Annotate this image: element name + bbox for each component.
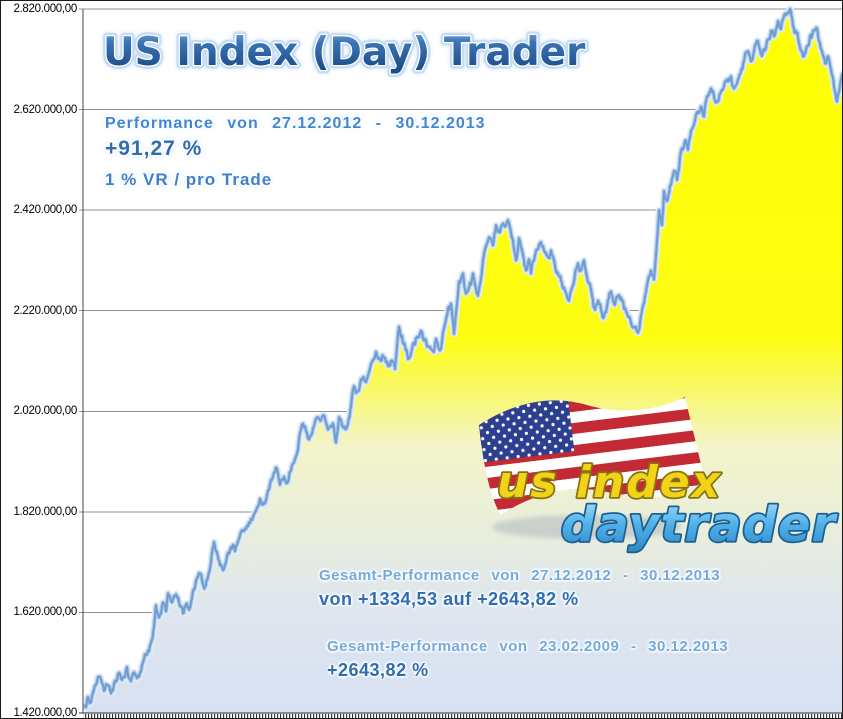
page-title-halo: US Index (Day) Trader [103, 30, 586, 75]
us-index-daytrader-logo: us index daytrader [479, 397, 839, 555]
gesamt-performance-2013-value: von +1334,53 auf +2643,82 % [319, 589, 579, 609]
y-axis-label: 2.620.000,00 [13, 103, 77, 116]
gesamt-performance-2013-label: Gesamt-Performance von 27.12.2012 - 30.1… [319, 567, 721, 584]
performance-block: Performance von 27.12.2012 - 30.12.2013 … [105, 115, 486, 190]
logo-text-daytrader: daytrader [561, 497, 838, 553]
gesamt-performance-total-label: Gesamt-Performance von 23.02.2009 - 30.1… [327, 638, 729, 655]
logo-text-us-index: us index [497, 457, 722, 508]
equity-area-fill [85, 9, 842, 713]
gesamt-performance-total-block: Gesamt-Performance von 23.02.2009 - 30.1… [327, 638, 728, 681]
y-axis-label: 1.420.000,00 [13, 707, 77, 719]
equity-line [84, 8, 842, 709]
page-title-outline: US Index (Day) Trader [103, 30, 586, 75]
x-axis-tick-marks [83, 713, 842, 718]
page-title: US Index (Day) Trader US Index (Day) Tra… [99, 21, 639, 81]
risk-per-trade-note: 1 % VR / pro Trade [105, 170, 273, 189]
performance-value: +91,27 % [105, 137, 203, 160]
page-title-text: US Index (Day) Trader [103, 30, 586, 75]
y-axis-label: 2.220.000,00 [13, 304, 77, 317]
y-axis-label: 2.020.000,00 [13, 405, 77, 418]
y-axis-label: 1.620.000,00 [13, 606, 77, 619]
y-axis-label: 1.820.000,00 [13, 505, 77, 518]
y-axis-label: 2.820.000,00 [13, 3, 77, 15]
performance-period-label: Performance von 27.12.2012 - 30.12.2013 [105, 115, 486, 132]
y-axis-label: 2.420.000,00 [13, 204, 77, 217]
gesamt-performance-total-value: +2643,82 % [327, 660, 429, 680]
flag-shadow [492, 515, 682, 539]
gesamt-performance-2013-block: Gesamt-Performance von 27.12.2012 - 30.1… [319, 567, 720, 610]
